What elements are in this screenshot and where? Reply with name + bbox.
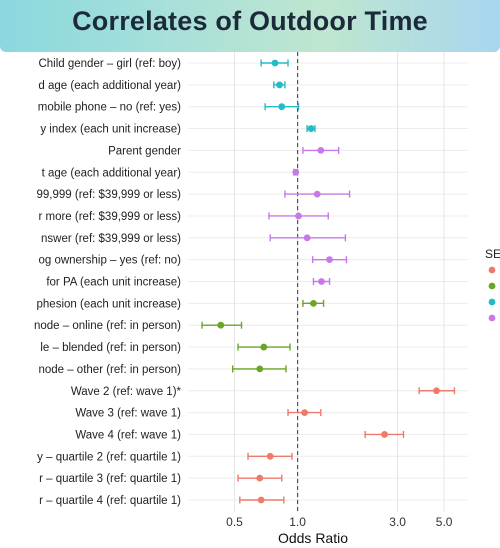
- odds-ratio-point: [313, 190, 321, 198]
- odds-ratio-point: [303, 234, 311, 242]
- odds-ratio-point: [266, 452, 274, 460]
- row-label: r – quartile 4 (ref: quartile 1): [39, 495, 181, 507]
- row-label: Wave 4 (ref: wave 1): [75, 429, 181, 441]
- odds-ratio-point: [301, 409, 309, 416]
- title-banner: [0, 0, 500, 52]
- chart-title: Correlates of Outdoor Time: [72, 6, 428, 36]
- odds-ratio-point: [257, 496, 265, 504]
- x-tick-label: 3.0: [389, 515, 406, 529]
- row-label: Parent gender: [108, 145, 181, 157]
- legend-key-red: [488, 266, 496, 274]
- row-label: 99,999 (ref: $39,999 or less): [37, 189, 182, 201]
- x-tick-label: 5.0: [436, 515, 453, 529]
- row-label: for PA (each unit increase): [46, 277, 181, 289]
- odds-ratio-point: [256, 365, 264, 373]
- row-label: le – blended (ref: in person): [40, 342, 181, 354]
- odds-ratio-point: [310, 299, 317, 307]
- row-label: nswer (ref: $39,999 or less): [41, 233, 181, 245]
- row-label: node – online (ref: in person): [34, 320, 181, 332]
- legend-key-green: [488, 282, 496, 290]
- x-tick-layer: 0.5 1.0 3.0 5.0: [226, 515, 453, 529]
- odds-ratio-point: [256, 474, 264, 482]
- row-label: t age (each additional year): [42, 167, 182, 179]
- row-label: Wave 3 (ref: wave 1): [75, 408, 181, 420]
- odds-ratio-point: [292, 168, 300, 176]
- row-label: Wave 2 (ref: wave 1)*: [71, 386, 182, 398]
- row-label: Child gender – girl (ref: boy): [38, 58, 181, 70]
- x-tick-label: 1.0: [289, 515, 306, 529]
- row-label-layer: Child gender – girl (ref: boy) d age (eac…: [34, 58, 182, 507]
- row-label: y index (each unit increase): [40, 124, 181, 136]
- odds-ratio-point: [295, 212, 302, 220]
- row-label: phesion (each unit increase): [37, 298, 182, 310]
- legend-title: SE: [485, 247, 500, 261]
- legend: SE: [485, 247, 500, 322]
- odds-ratio-point: [317, 147, 325, 154]
- odds-ratio-point: [276, 81, 283, 89]
- confidence-interval-layer: [201, 59, 456, 504]
- odds-ratio-point: [307, 125, 315, 132]
- row-label: y – quartile 2 (ref: quartile 1): [37, 451, 181, 463]
- odds-ratio-point: [433, 387, 440, 395]
- odds-ratio-point: [278, 103, 286, 111]
- odds-ratio-point: [217, 321, 225, 329]
- row-label: node – other (ref: in person): [38, 364, 181, 376]
- odds-ratio-point: [326, 256, 333, 264]
- odds-ratio-point: [381, 431, 388, 438]
- legend-key-teal: [488, 298, 496, 306]
- legend-key-purple: [488, 314, 496, 322]
- row-label: d age (each additional year): [38, 80, 181, 92]
- row-label: og ownership – yes (ref: no): [38, 255, 181, 267]
- odds-ratio-point: [260, 343, 268, 351]
- odds-ratio-point: [318, 278, 325, 285]
- row-label: r more (ref: $39,999 or less): [38, 211, 181, 223]
- x-tick-label: 0.5: [226, 515, 243, 529]
- row-label: r – quartile 3 (ref: quartile 1): [39, 473, 181, 485]
- row-label: mobile phone – no (ref: yes): [38, 102, 181, 114]
- odds-ratio-point: [271, 59, 279, 67]
- x-axis-title: Odds Ratio: [278, 530, 348, 546]
